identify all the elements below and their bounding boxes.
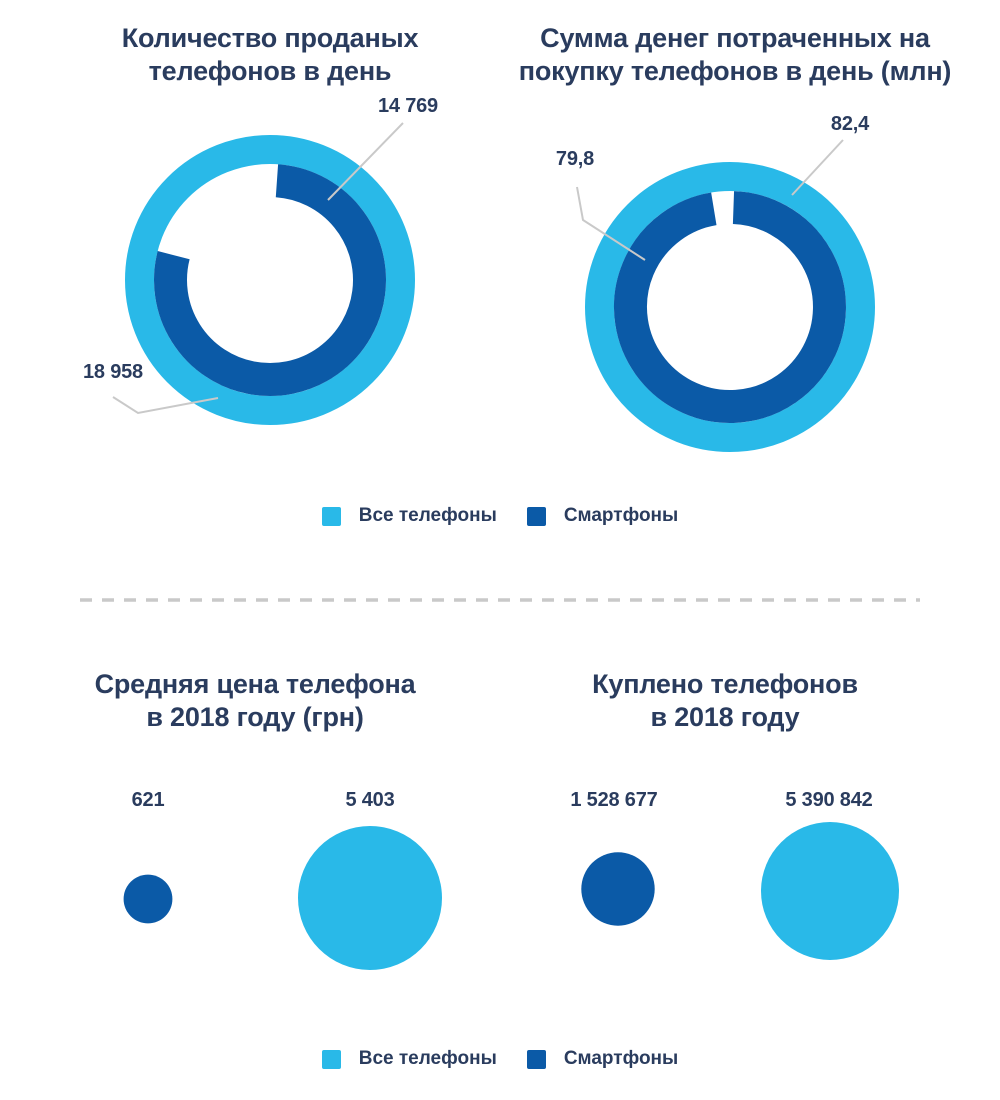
sold-per-day-donut	[125, 135, 415, 425]
all-phones-value-label: 5 390 842	[785, 789, 873, 811]
smartphones-swatch	[526, 1049, 546, 1069]
all-phones-value-label: 18 958	[83, 361, 143, 383]
legend: Все телефоны Смартфоны	[0, 1048, 1000, 1070]
bubble-charts	[123, 822, 899, 970]
sold-per-day-title: Количество проданых телефонов в день	[60, 22, 480, 88]
all-phones-ring	[585, 162, 875, 452]
all-phones-ring	[125, 135, 415, 425]
all-phones-swatch	[321, 506, 341, 526]
legend-label: Все телефоны	[358, 505, 497, 526]
legend-item-smartphones: Смартфоны	[526, 1048, 679, 1070]
avg-price-title: Средняя цена телефона в 2018 году (грн)	[45, 668, 465, 734]
legend-item-all-phones: Все телефоны	[321, 505, 497, 527]
chart-title-line: телефонов в день	[148, 56, 392, 86]
all-phones-value-label: 5 403	[345, 789, 395, 811]
legend-label: Все телефоны	[358, 1048, 497, 1069]
smartphones-bubble	[581, 852, 655, 926]
all-phones-swatch	[321, 1049, 341, 1069]
smartphones-value-label: 79,8	[555, 148, 595, 170]
legend: Все телефоны Смартфоны	[0, 505, 1000, 527]
money-per-day-title: Сумма денег потраченных на покупку телеф…	[495, 22, 975, 88]
legend-label: Смартфоны	[563, 1048, 679, 1069]
dashed-divider	[80, 598, 920, 602]
chart-title-line: Количество проданых	[121, 23, 419, 53]
chart-title-line: Средняя цена телефона	[94, 669, 416, 699]
money-per-day-donut	[585, 162, 875, 452]
chart-title-line: покупку телефонов в день (млн)	[518, 56, 952, 86]
legend-item-all-phones: Все телефоны	[321, 1048, 497, 1070]
smartphones-value-label: 621	[131, 789, 165, 811]
legend-label: Смартфоны	[563, 505, 679, 526]
legend-item-smartphones: Смартфоны	[526, 505, 679, 527]
chart-title-line: в 2018 году	[650, 702, 800, 732]
all-phones-bubble	[298, 826, 442, 970]
smartphones-arc	[613, 191, 846, 423]
chart-title-line: Куплено телефонов	[592, 669, 858, 699]
smartphones-value-label: 1 528 677	[570, 789, 658, 811]
chart-title-line: в 2018 году (грн)	[146, 702, 364, 732]
smartphones-swatch	[526, 506, 546, 526]
smartphones-arc	[154, 164, 386, 396]
bought-2018-title: Куплено телефонов в 2018 году	[515, 668, 935, 734]
smartphones-value-label: 14 769	[378, 95, 438, 117]
all-phones-value-label: 82,4	[830, 113, 870, 135]
chart-title-line: Сумма денег потраченных на	[540, 23, 930, 53]
smartphones-bubble	[123, 874, 173, 924]
all-phones-bubble	[761, 822, 899, 960]
